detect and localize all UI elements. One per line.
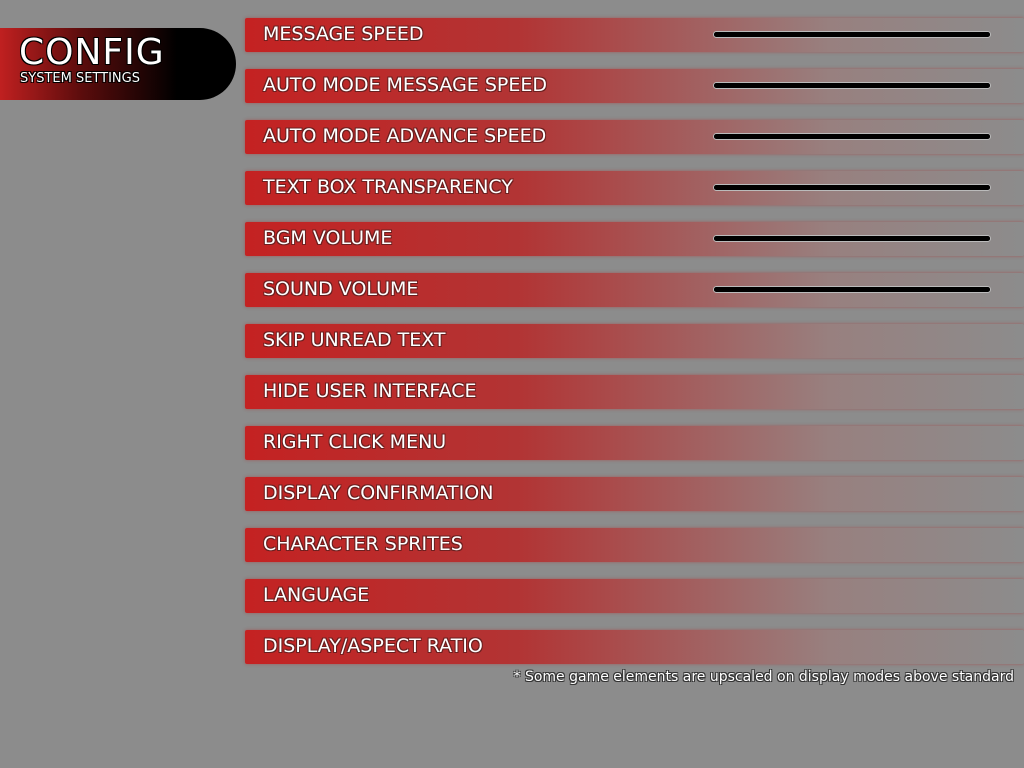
setting-slider[interactable] [713,184,991,191]
display-note: * Some game elements are upscaled on dis… [513,669,1014,685]
setting-row-skip-unread-text[interactable]: SKIP UNREAD TEXT [245,324,1024,358]
page-title: CONFIG [19,32,165,73]
slider-fill [714,83,990,88]
setting-label: DISPLAY CONFIRMATION [263,482,494,504]
setting-row-text-box-transparency[interactable]: TEXT BOX TRANSPARENCY [245,171,1024,205]
page-subtitle: SYSTEM SETTINGS [20,71,140,86]
slider-fill [714,185,990,190]
setting-slider[interactable] [713,133,991,140]
setting-slider[interactable] [713,235,991,242]
setting-label: AUTO MODE MESSAGE SPEED [263,74,547,96]
setting-row-auto-mode-advance-speed[interactable]: AUTO MODE ADVANCE SPEED [245,120,1024,154]
setting-label: AUTO MODE ADVANCE SPEED [263,125,547,147]
setting-label: SOUND VOLUME [263,278,419,300]
setting-label: SKIP UNREAD TEXT [263,329,446,351]
slider-fill [714,32,990,37]
setting-label: MESSAGE SPEED [263,23,424,45]
setting-row-right-click-menu[interactable]: RIGHT CLICK MENU [245,426,1024,460]
setting-label: CHARACTER SPRITES [263,533,463,555]
setting-label: HIDE USER INTERFACE [263,380,477,402]
slider-fill [714,134,990,139]
setting-row-display-aspect-ratio[interactable]: DISPLAY/ASPECT RATIO [245,630,1024,664]
setting-label: LANGUAGE [263,584,370,606]
slider-fill [714,287,990,292]
setting-row-sound-volume[interactable]: SOUND VOLUME [245,273,1024,307]
setting-slider[interactable] [713,31,991,38]
setting-label: TEXT BOX TRANSPARENCY [263,176,513,198]
setting-row-auto-mode-message-speed[interactable]: AUTO MODE MESSAGE SPEED [245,69,1024,103]
config-header: CONFIG SYSTEM SETTINGS [0,28,236,100]
setting-row-language[interactable]: LANGUAGE [245,579,1024,613]
setting-row-hide-user-interface[interactable]: HIDE USER INTERFACE [245,375,1024,409]
setting-slider[interactable] [713,82,991,89]
setting-label: BGM VOLUME [263,227,393,249]
setting-label: DISPLAY/ASPECT RATIO [263,635,483,657]
setting-row-message-speed[interactable]: MESSAGE SPEED [245,18,1024,52]
setting-label: RIGHT CLICK MENU [263,431,447,453]
setting-slider[interactable] [713,286,991,293]
setting-row-display-confirmation[interactable]: DISPLAY CONFIRMATION [245,477,1024,511]
setting-row-character-sprites[interactable]: CHARACTER SPRITES [245,528,1024,562]
setting-row-bgm-volume[interactable]: BGM VOLUME [245,222,1024,256]
slider-fill [714,236,990,241]
